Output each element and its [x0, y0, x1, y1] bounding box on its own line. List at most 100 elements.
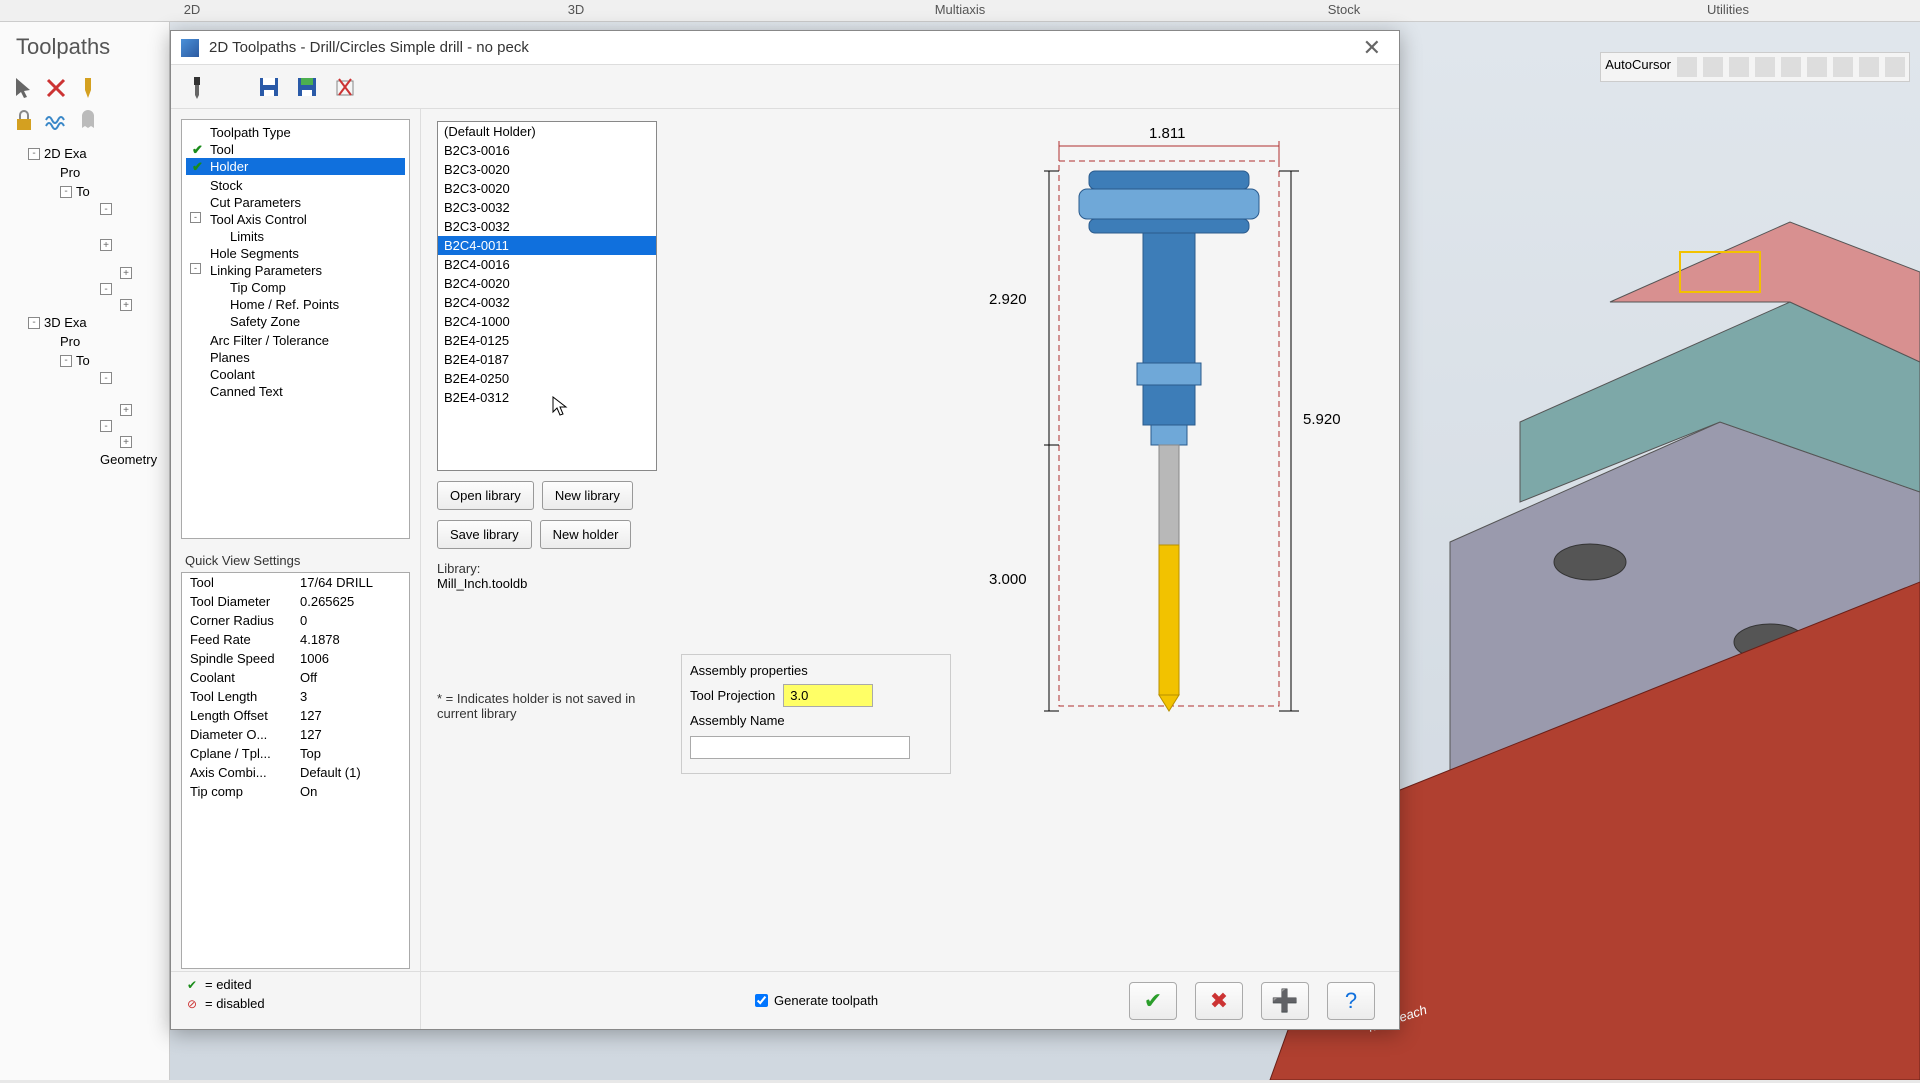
- vp-tool-icon[interactable]: [1677, 57, 1697, 77]
- tree-node[interactable]: -: [4, 201, 165, 217]
- expand-icon[interactable]: -: [100, 203, 112, 215]
- vp-tool-icon[interactable]: [1807, 57, 1827, 77]
- nav-item[interactable]: ✔Holder: [186, 158, 405, 175]
- nav-item[interactable]: Hole Segments: [186, 245, 405, 262]
- tree-node[interactable]: -: [4, 370, 165, 386]
- tree-node[interactable]: Geometry: [4, 450, 165, 469]
- holder-item[interactable]: B2C3-0032: [438, 217, 656, 236]
- tree-node[interactable]: -: [4, 281, 165, 297]
- help-button[interactable]: ?: [1327, 982, 1375, 1020]
- holder-item[interactable]: B2E4-0312: [438, 388, 656, 407]
- holder-item[interactable]: B2C3-0016: [438, 141, 656, 160]
- ok-button[interactable]: ✔: [1129, 982, 1177, 1020]
- nav-item[interactable]: Tip Comp: [186, 279, 405, 296]
- open-library-button[interactable]: Open library: [437, 481, 534, 510]
- expand-icon[interactable]: -: [190, 212, 201, 223]
- assembly-name-input[interactable]: [690, 736, 910, 759]
- tree-node[interactable]: Pro: [4, 163, 165, 182]
- tree-node[interactable]: -To: [4, 351, 165, 370]
- expand-icon[interactable]: -: [100, 283, 112, 295]
- holder-item[interactable]: B2C4-0011: [438, 236, 656, 255]
- holder-item[interactable]: B2C4-0016: [438, 255, 656, 274]
- ribbon-tab-utilities[interactable]: Utilities: [1536, 0, 1920, 21]
- expand-icon[interactable]: +: [120, 267, 132, 279]
- tree-node[interactable]: +: [4, 297, 165, 313]
- holder-item[interactable]: B2C4-1000: [438, 312, 656, 331]
- select-icon[interactable]: [12, 76, 36, 100]
- nav-item[interactable]: Coolant: [186, 366, 405, 383]
- generate-toolpath-checkbox[interactable]: Generate toolpath: [755, 993, 878, 1008]
- new-holder-button[interactable]: New holder: [540, 520, 632, 549]
- new-library-button[interactable]: New library: [542, 481, 633, 510]
- holder-item[interactable]: B2C4-0020: [438, 274, 656, 293]
- drill-icon[interactable]: [185, 75, 209, 99]
- nav-item[interactable]: Toolpath Type: [186, 124, 405, 141]
- tree-node[interactable]: +: [4, 402, 165, 418]
- generate-checkbox-input[interactable]: [755, 994, 768, 1007]
- holder-item[interactable]: B2E4-0125: [438, 331, 656, 350]
- cancel-button[interactable]: ✖: [1195, 982, 1243, 1020]
- add-button[interactable]: ➕: [1261, 982, 1309, 1020]
- holder-list[interactable]: (Default Holder)B2C3-0016B2C3-0020B2C3-0…: [437, 121, 657, 471]
- expand-icon[interactable]: -: [28, 148, 40, 160]
- tree-node[interactable]: +: [4, 237, 165, 253]
- operations-tree[interactable]: -2D ExaPro-To-++-+-3D ExaPro-To-+-+Geome…: [0, 136, 169, 477]
- nav-item[interactable]: -Linking Parameters: [186, 262, 405, 279]
- tree-node[interactable]: +: [4, 434, 165, 450]
- expand-icon[interactable]: -: [60, 355, 72, 367]
- expand-icon[interactable]: -: [60, 186, 72, 198]
- vp-tool-icon[interactable]: [1859, 57, 1879, 77]
- ribbon-tab-stock[interactable]: Stock: [1152, 0, 1536, 21]
- vp-tool-icon[interactable]: [1729, 57, 1749, 77]
- ghost-icon[interactable]: [76, 108, 100, 132]
- vp-tool-icon[interactable]: [1703, 57, 1723, 77]
- tree-node[interactable]: +: [4, 265, 165, 281]
- nav-item[interactable]: Home / Ref. Points: [186, 296, 405, 313]
- vp-tool-icon[interactable]: [1885, 57, 1905, 77]
- nav-item[interactable]: ✔Tool: [186, 141, 405, 158]
- ribbon-tab-2d[interactable]: 2D: [0, 0, 384, 21]
- expand-icon[interactable]: +: [120, 299, 132, 311]
- vp-tool-icon[interactable]: [1833, 57, 1853, 77]
- close-icon[interactable]: ✕: [1355, 35, 1389, 61]
- nav-item[interactable]: Planes: [186, 349, 405, 366]
- nav-item[interactable]: Canned Text: [186, 383, 405, 400]
- tree-node[interactable]: -2D Exa: [4, 144, 165, 163]
- nav-item[interactable]: Cut Parameters: [186, 194, 405, 211]
- holder-item[interactable]: B2C4-0032: [438, 293, 656, 312]
- tree-node[interactable]: -3D Exa: [4, 313, 165, 332]
- nav-tree[interactable]: Toolpath Type✔Tool✔Holder StockCut Parame…: [181, 119, 410, 539]
- save-icon[interactable]: [257, 75, 281, 99]
- holder-item[interactable]: (Default Holder): [438, 122, 656, 141]
- nav-item[interactable]: Safety Zone: [186, 313, 405, 330]
- tool-projection-input[interactable]: [783, 684, 873, 707]
- vp-tool-icon[interactable]: [1781, 57, 1801, 77]
- expand-icon[interactable]: +: [100, 239, 112, 251]
- wave-icon[interactable]: [44, 108, 68, 132]
- tree-node[interactable]: -To: [4, 182, 165, 201]
- holder-item[interactable]: B2C3-0020: [438, 160, 656, 179]
- ribbon-tab-multiaxis[interactable]: Multiaxis: [768, 0, 1152, 21]
- holder-item[interactable]: B2C3-0020: [438, 179, 656, 198]
- nav-item[interactable]: -Tool Axis Control: [186, 211, 405, 228]
- nav-item[interactable]: Arc Filter / Tolerance: [186, 332, 405, 349]
- expand-icon[interactable]: -: [100, 372, 112, 384]
- holder-item[interactable]: B2C3-0032: [438, 198, 656, 217]
- expand-icon[interactable]: +: [120, 436, 132, 448]
- expand-icon[interactable]: -: [28, 317, 40, 329]
- lock-icon[interactable]: [12, 108, 36, 132]
- delete-icon[interactable]: [333, 75, 357, 99]
- toolbit-icon[interactable]: [76, 76, 100, 100]
- holder-item[interactable]: B2E4-0187: [438, 350, 656, 369]
- vp-tool-icon[interactable]: [1755, 57, 1775, 77]
- expand-icon[interactable]: -: [100, 420, 112, 432]
- nav-item[interactable]: Limits: [186, 228, 405, 245]
- close-icon[interactable]: [44, 76, 68, 100]
- save-green-icon[interactable]: [295, 75, 319, 99]
- nav-item[interactable]: Stock: [186, 177, 405, 194]
- save-library-button[interactable]: Save library: [437, 520, 532, 549]
- tree-node[interactable]: Pro: [4, 332, 165, 351]
- holder-item[interactable]: B2E4-0250: [438, 369, 656, 388]
- expand-icon[interactable]: -: [190, 263, 201, 274]
- expand-icon[interactable]: +: [120, 404, 132, 416]
